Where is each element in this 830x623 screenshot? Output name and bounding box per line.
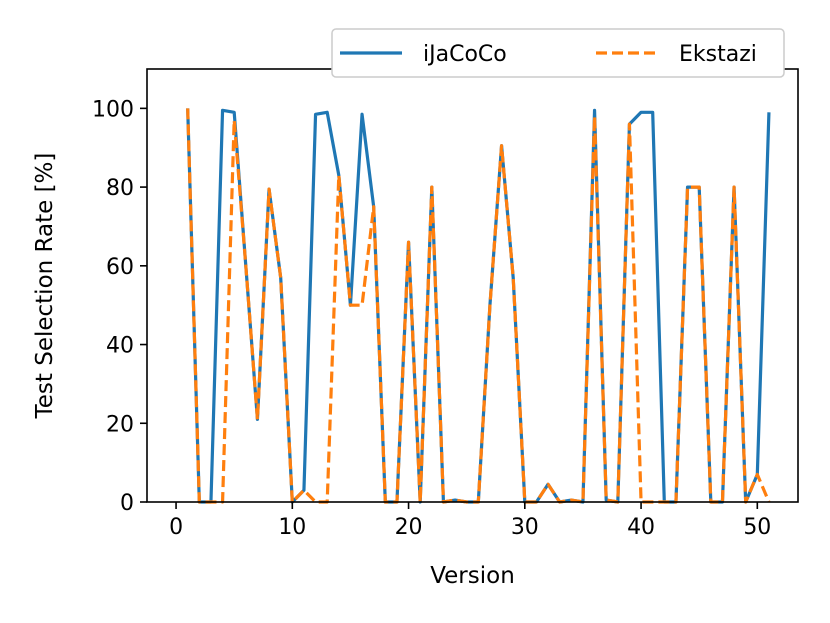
legend-box (331, 28, 785, 78)
x-tick-label: 40 (627, 515, 655, 540)
x-tick-label: 20 (395, 515, 423, 540)
y-tick-label: 80 (106, 176, 134, 201)
y-tick-label: 60 (106, 255, 134, 280)
x-tick-label: 50 (743, 515, 771, 540)
series-layer (186, 108, 771, 504)
legend: iJaCoCo Ekstazi (331, 28, 785, 78)
axis-ticks: 0 10 20 30 40 50 0 20 40 60 80 100 (92, 97, 771, 540)
x-tick-label: 30 (511, 515, 539, 540)
x-tick-label: 0 (169, 515, 183, 540)
plot-frame (146, 68, 799, 503)
legend-label-ijacoco: iJaCoCo (423, 42, 507, 67)
x-axis-label: Version (430, 563, 515, 589)
y-axis-label: Test Selection Rate [%] (32, 153, 58, 420)
y-tick-label: 0 (120, 491, 134, 516)
y-tick-label: 20 (106, 412, 134, 437)
x-tick-label: 10 (278, 515, 306, 540)
series-line-ekstazi (186, 108, 771, 504)
legend-label-ekstazi: Ekstazi (679, 42, 757, 67)
y-tick-label: 100 (92, 97, 134, 122)
y-tick-label: 40 (106, 334, 134, 359)
